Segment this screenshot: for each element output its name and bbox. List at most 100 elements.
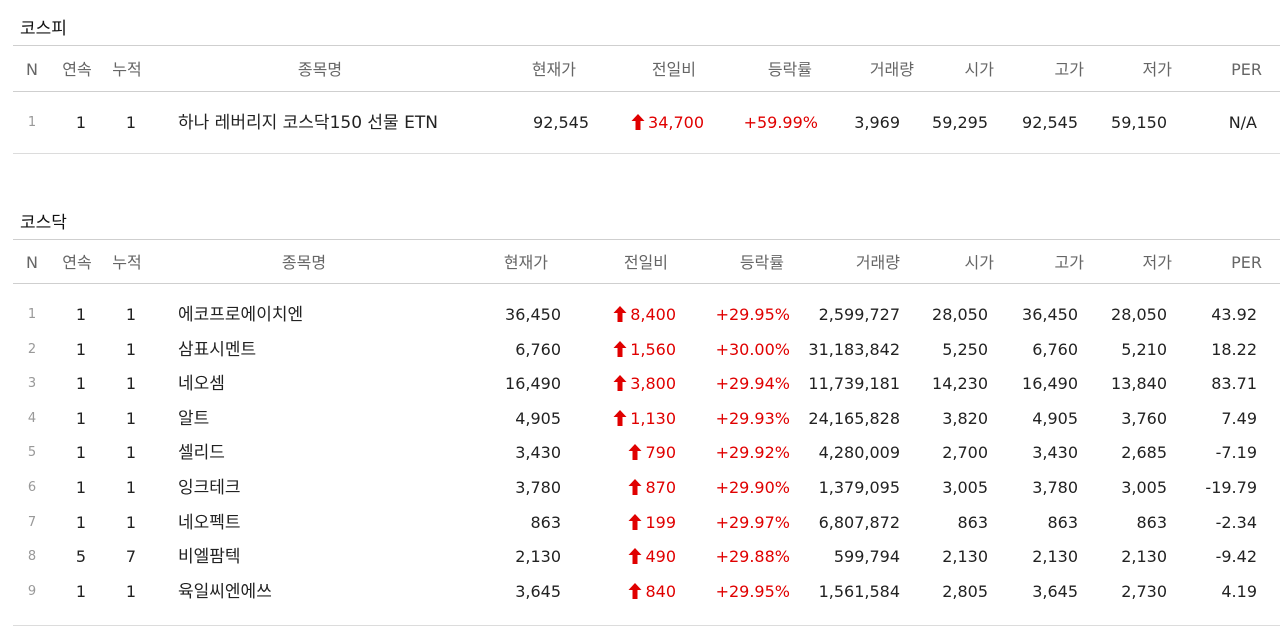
cell-n: 9 [27,583,37,599]
stock-name-link[interactable]: 에코프로에이치엔 [178,305,304,325]
table-row[interactable]: 6 1 1 잉크테크 3,780 870 +29.90% 1,379,095 3,005 3,78… [0,471,1280,505]
cell-cumulative: 1 [125,339,137,359]
cell-price: 2,130 [515,547,561,567]
col-volume[interactable]: 거래량 [855,253,900,272]
stock-name-link[interactable]: 셀리드 [178,443,225,464]
cell-rate: +29.95% [715,305,790,324]
col-open[interactable]: 시가 [964,60,994,79]
cell-per: 18.22 [1211,339,1257,359]
cell-volume: 2,599,727 [818,305,900,324]
stock-name-link[interactable]: 육일씨엔에쓰 [178,581,272,602]
cell-volume: 1,379,095 [818,478,900,497]
cell-cumulative: 1 [125,374,137,394]
col-rate[interactable]: 등락률 [739,253,784,272]
table-row[interactable]: 7 1 1 네오펙트 863 199 +29.97% 6,807,872 863 863 863 -2… [0,506,1280,540]
cell-cumulative: 1 [125,478,137,497]
cell-cumulative: 1 [125,113,137,132]
up-arrow-icon [628,479,642,495]
cell-change: 1,130 [570,402,676,436]
up-arrow-icon [613,306,627,322]
stock-name-link[interactable]: 삼표시멘트 [178,339,257,360]
up-arrow-icon [631,114,645,130]
table-row[interactable]: 3 1 1 네오셈 16,490 3,800 +29.94% 11,739,181 14,230… [0,367,1280,401]
cell-high: 3,430 [1032,443,1078,463]
col-volume[interactable]: 거래량 [869,60,914,79]
col-price[interactable]: 현재가 [503,253,548,272]
kospi-section: 코스피 N 연속 누적 종목명 현재가 전일비 등락률 거래량 시가 고가 저가… [0,0,1280,160]
cell-price: 3,645 [515,581,561,601]
cell-volume: 4,280,009 [818,443,900,463]
cell-per: -19.79 [1205,478,1257,497]
col-low[interactable]: 저가 [1142,60,1172,79]
cell-rate: +29.90% [715,478,790,497]
cell-cumulative: 1 [125,581,137,601]
table-header-row: N 연속 누적 종목명 현재가 전일비 등락률 거래량 시가 고가 저가 PER [0,53,1280,87]
col-change[interactable]: 전일비 [651,60,696,79]
table-row[interactable]: 9 1 1 육일씨엔에쓰 3,645 840 +29.95% 1,561,584 2,805 3,… [0,575,1280,609]
stock-name-link[interactable]: 네오셈 [178,374,225,395]
cell-per: -9.42 [1215,547,1257,567]
cell-n: 4 [27,410,37,426]
cell-change: 490 [570,540,676,574]
stock-name-link[interactable]: 하나 레버리지 코스닥150 선물 ETN [178,113,438,133]
change-value: 840 [645,581,676,601]
col-price[interactable]: 현재가 [531,60,576,79]
cell-change: 3,800 [570,367,676,401]
col-open[interactable]: 시가 [964,253,994,272]
cell-open: 5,250 [942,339,988,359]
up-arrow-icon [628,444,642,461]
col-name[interactable]: 종목명 [281,253,327,272]
col-name[interactable]: 종목명 [297,60,343,79]
cell-rate: +29.88% [715,547,790,567]
cell-open: 3,820 [942,408,988,428]
col-high[interactable]: 고가 [1054,253,1084,272]
cell-cumulative: 1 [125,408,137,428]
cell-cumulative: 7 [125,547,137,567]
cell-per: 83.71 [1211,374,1257,394]
cell-change: 34,700 [598,106,704,140]
stock-name-link[interactable]: 비엘팜텍 [178,547,241,568]
table-row[interactable]: 4 1 1 알트 4,905 1,130 +29.93% 24,165,828 3,820 4,9… [0,402,1280,436]
cell-low: 3,760 [1121,408,1167,428]
up-arrow-icon [613,375,627,392]
col-per[interactable]: PER [1231,60,1262,79]
cell-per: -7.19 [1215,443,1257,463]
col-change[interactable]: 전일비 [623,253,668,272]
cell-high: 6,760 [1032,339,1078,359]
col-n: N [26,253,38,272]
kosdaq-section: 코스닥 N 연속 누적 종목명 현재가 전일비 등락률 거래량 시가 고가 저가… [0,194,1280,632]
table-row[interactable]: 1 1 1 하나 레버리지 코스닥150 선물 ETN 92,545 34,700 +59.… [0,106,1280,140]
table-row[interactable]: 5 1 1 셀리드 3,430 790 +29.92% 4,280,009 2,700 3,430… [0,436,1280,470]
table-bottom-border [13,625,1280,626]
col-rate[interactable]: 등락률 [767,60,812,79]
table-row[interactable]: 8 5 7 비엘팜텍 2,130 490 +29.88% 599,794 2,130 2,130 2… [0,540,1280,574]
table-row[interactable]: 2 1 1 삼표시멘트 6,760 1,560 +30.00% 31,183,842 5,250… [0,333,1280,367]
cell-low: 2,730 [1121,581,1167,601]
cell-low: 13,840 [1111,374,1167,394]
cell-rate: +30.00% [715,339,790,359]
col-streak: 연속 [62,60,92,79]
cell-price: 863 [530,512,561,532]
stock-name-link[interactable]: 네오펙트 [178,512,241,533]
cell-high: 16,490 [1022,374,1078,394]
up-arrow-icon [613,409,627,426]
change-value: 490 [645,547,676,567]
cell-change: 199 [570,506,676,540]
cell-cumulative: 1 [125,512,137,532]
col-per[interactable]: PER [1231,253,1262,272]
cell-open: 2,130 [942,547,988,567]
cell-streak: 1 [75,408,87,428]
cell-n: 3 [27,376,37,392]
stock-name-link[interactable]: 알트 [178,408,210,429]
cell-per: 4.19 [1221,581,1257,601]
cell-per: N/A [1228,113,1257,132]
table-row[interactable]: 1 1 1 에코프로에이치엔 36,450 8,400 +29.95% 2,599,727 28… [0,298,1280,332]
col-high[interactable]: 고가 [1054,60,1084,79]
col-low[interactable]: 저가 [1142,253,1172,272]
cell-volume: 11,739,181 [808,374,900,394]
header-bottom-border [13,91,1280,92]
stock-name-link[interactable]: 잉크테크 [178,478,241,498]
cell-price: 3,430 [515,443,561,463]
cell-rate: +29.97% [715,512,790,532]
cell-n: 7 [27,514,37,530]
